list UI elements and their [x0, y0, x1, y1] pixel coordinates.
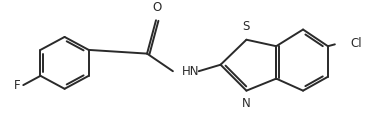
- Text: Cl: Cl: [351, 37, 362, 50]
- Text: S: S: [243, 20, 250, 33]
- Text: HN: HN: [182, 65, 199, 78]
- Text: F: F: [14, 79, 20, 92]
- Text: O: O: [152, 1, 162, 14]
- Text: N: N: [242, 97, 251, 110]
